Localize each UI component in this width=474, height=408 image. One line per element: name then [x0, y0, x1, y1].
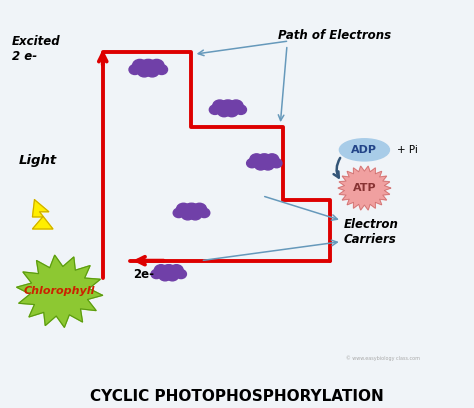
Circle shape [256, 154, 273, 168]
Circle shape [181, 209, 194, 220]
Circle shape [154, 265, 168, 276]
Circle shape [166, 270, 179, 281]
Circle shape [182, 203, 201, 218]
Circle shape [250, 154, 263, 165]
Text: 2e-: 2e- [133, 268, 154, 281]
Text: ATP: ATP [353, 183, 376, 193]
Circle shape [265, 154, 279, 165]
Text: Excited
2 e-: Excited 2 e- [12, 35, 60, 62]
Circle shape [229, 100, 243, 112]
Text: + Pi: + Pi [397, 145, 418, 155]
Text: Electron
Carriers: Electron Carriers [344, 218, 399, 246]
Polygon shape [338, 166, 391, 210]
Circle shape [173, 208, 184, 217]
Circle shape [176, 203, 191, 215]
Circle shape [159, 270, 172, 281]
Circle shape [255, 160, 267, 170]
Circle shape [218, 106, 231, 117]
Circle shape [156, 64, 167, 75]
Circle shape [213, 100, 227, 112]
Circle shape [170, 265, 183, 276]
Circle shape [192, 203, 207, 215]
Text: ADP: ADP [351, 145, 377, 155]
Circle shape [219, 100, 237, 115]
Text: Chlorophyll: Chlorophyll [24, 286, 95, 296]
Circle shape [139, 60, 157, 75]
Polygon shape [17, 255, 102, 327]
Circle shape [149, 60, 164, 72]
Circle shape [271, 159, 282, 168]
Circle shape [189, 209, 202, 220]
Ellipse shape [339, 139, 390, 161]
Circle shape [235, 105, 246, 114]
Circle shape [129, 64, 141, 75]
Polygon shape [32, 200, 53, 229]
Circle shape [246, 159, 257, 168]
Circle shape [262, 160, 274, 170]
Circle shape [133, 60, 147, 72]
Circle shape [176, 270, 186, 279]
Circle shape [225, 106, 238, 117]
Text: © www.easybiology class.com: © www.easybiology class.com [346, 355, 419, 361]
Text: Light: Light [18, 154, 57, 167]
Circle shape [160, 265, 177, 279]
Text: CYCLIC PHOTOPHOSPHORYLATION: CYCLIC PHOTOPHOSPHORYLATION [90, 389, 384, 404]
Circle shape [151, 270, 162, 279]
Circle shape [137, 65, 151, 77]
Circle shape [199, 208, 210, 217]
Circle shape [146, 65, 159, 77]
Text: Path of Electrons: Path of Electrons [278, 29, 391, 42]
Circle shape [210, 105, 220, 114]
